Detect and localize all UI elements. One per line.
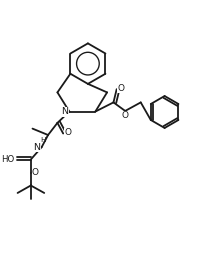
Text: O: O [32, 168, 39, 177]
Text: N: N [61, 107, 68, 116]
Text: O: O [64, 128, 71, 137]
Text: O: O [117, 84, 125, 93]
Text: H: H [40, 137, 46, 143]
Text: O: O [122, 111, 129, 120]
Text: N: N [33, 143, 40, 152]
Text: HO: HO [2, 155, 15, 164]
